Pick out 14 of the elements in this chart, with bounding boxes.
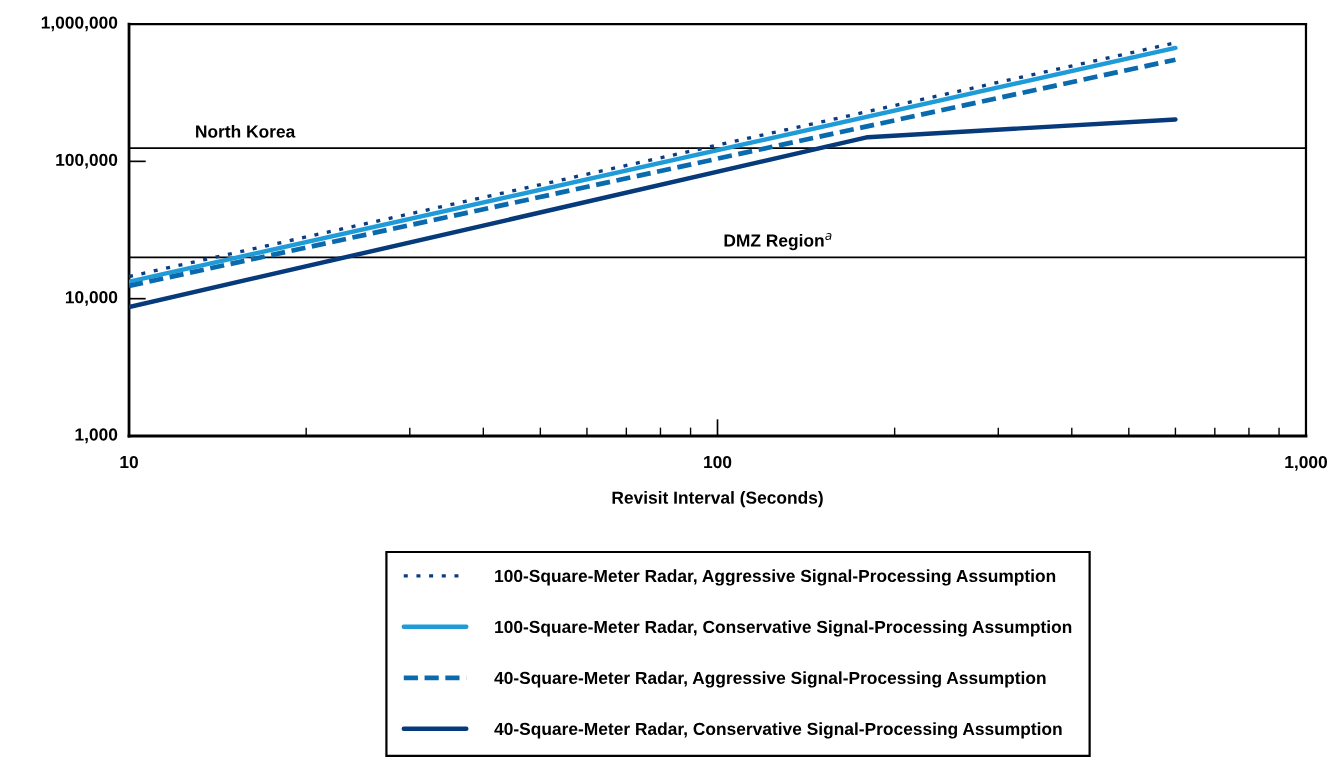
ref-line-label: DMZ Region$^{a}$ — [724, 233, 832, 251]
legend-label: 100-Square-Meter Radar, Aggressive Signal-Processing Assumption — [495, 569, 1056, 586]
ref-line-label: North Korea — [196, 124, 296, 138]
legend-label: 40-Square-Meter Radar, Conservative Signal-Processing Assumption — [494, 722, 1062, 739]
x-tick-label: 10 — [120, 455, 138, 469]
x-axis-title: Revisit Interval (Seconds) — [612, 491, 823, 508]
y-tick-label: 100,000 — [56, 153, 118, 169]
y-tick-label: 1,000,000 — [41, 16, 118, 32]
y-tick-label: 1,000 — [75, 428, 118, 444]
legend-label: 100-Square-Meter Radar, Conservative Signal-Processing Assumption — [495, 620, 1072, 637]
x-tick-label: 1,000 — [1285, 455, 1327, 471]
y-tick-label: 10,000 — [65, 291, 118, 306]
legend-label: 40-Square-Meter Radar, Aggressive Signal-Processing Assumption — [494, 671, 1046, 688]
x-tick-label: 100 — [704, 455, 732, 469]
